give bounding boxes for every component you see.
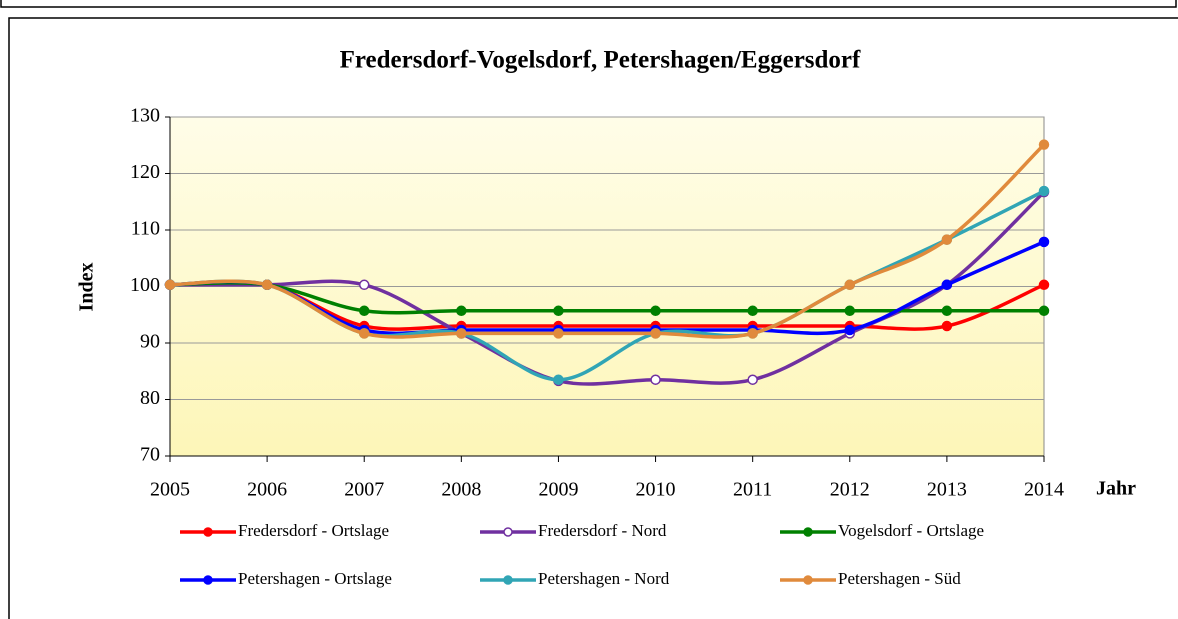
point xyxy=(456,328,467,339)
point xyxy=(747,374,758,385)
point xyxy=(747,305,758,317)
legend-marker xyxy=(203,575,213,585)
y-tick-label: 90 xyxy=(140,331,160,353)
legend-label: Petershagen - Süd xyxy=(838,569,961,588)
x-tick-label: 2013 xyxy=(927,479,967,501)
point xyxy=(844,279,856,291)
y-tick-label: 100 xyxy=(130,274,160,296)
point xyxy=(1038,236,1050,248)
y-tick-label: 80 xyxy=(140,387,160,409)
point xyxy=(1038,279,1050,291)
point xyxy=(358,279,370,291)
legend-label: Fredersdorf - Nord xyxy=(538,521,667,540)
point xyxy=(164,279,176,291)
point xyxy=(941,279,953,291)
point xyxy=(1038,139,1050,150)
y-axis-label: Index xyxy=(76,263,98,312)
point xyxy=(941,320,953,332)
point xyxy=(650,328,661,339)
point xyxy=(456,305,467,317)
legend-marker xyxy=(203,527,213,537)
x-tick-label: 2008 xyxy=(441,479,481,501)
x-tick-label: 2006 xyxy=(247,479,287,501)
legend-marker xyxy=(803,575,813,585)
chart-title: Fredersdorf-Vogelsdorf, Petershagen/Egge… xyxy=(340,47,861,74)
legend-marker xyxy=(503,575,513,585)
legend-marker xyxy=(503,527,513,537)
point xyxy=(941,234,953,245)
x-tick-label: 2010 xyxy=(636,479,676,501)
y-tick-label: 120 xyxy=(130,161,160,183)
x-tick-label: 2005 xyxy=(150,479,190,501)
point xyxy=(1038,305,1050,317)
point xyxy=(358,305,370,317)
point xyxy=(261,279,273,291)
point xyxy=(844,305,856,317)
point xyxy=(747,328,758,339)
point xyxy=(553,305,564,317)
y-tick-label: 110 xyxy=(131,218,160,240)
point xyxy=(650,374,661,385)
point xyxy=(650,305,661,317)
top-strip xyxy=(0,0,1177,8)
point xyxy=(941,305,953,317)
point xyxy=(553,328,564,339)
x-axis-label: Jahr xyxy=(1096,478,1136,500)
point xyxy=(553,374,564,385)
y-tick-label: 70 xyxy=(140,444,160,466)
point xyxy=(1038,185,1050,197)
x-tick-label: 2007 xyxy=(344,479,384,501)
legend-marker xyxy=(803,527,813,537)
legend-label: Fredersdorf - Ortslage xyxy=(238,521,389,540)
x-tick-label: 2014 xyxy=(1024,479,1064,501)
series-line xyxy=(169,143,1046,339)
point xyxy=(844,324,856,336)
legend-label: Vogelsdorf - Ortslage xyxy=(838,521,984,540)
series-line xyxy=(169,190,1046,386)
x-tick-label: 2012 xyxy=(830,479,870,501)
legend-label: Petershagen - Nord xyxy=(538,569,670,588)
x-tick-label: 2009 xyxy=(538,479,578,501)
point xyxy=(358,328,370,339)
legend-label: Petershagen - Ortslage xyxy=(238,569,392,588)
x-tick-label: 2011 xyxy=(733,479,772,501)
y-tick-label: 130 xyxy=(130,105,160,127)
